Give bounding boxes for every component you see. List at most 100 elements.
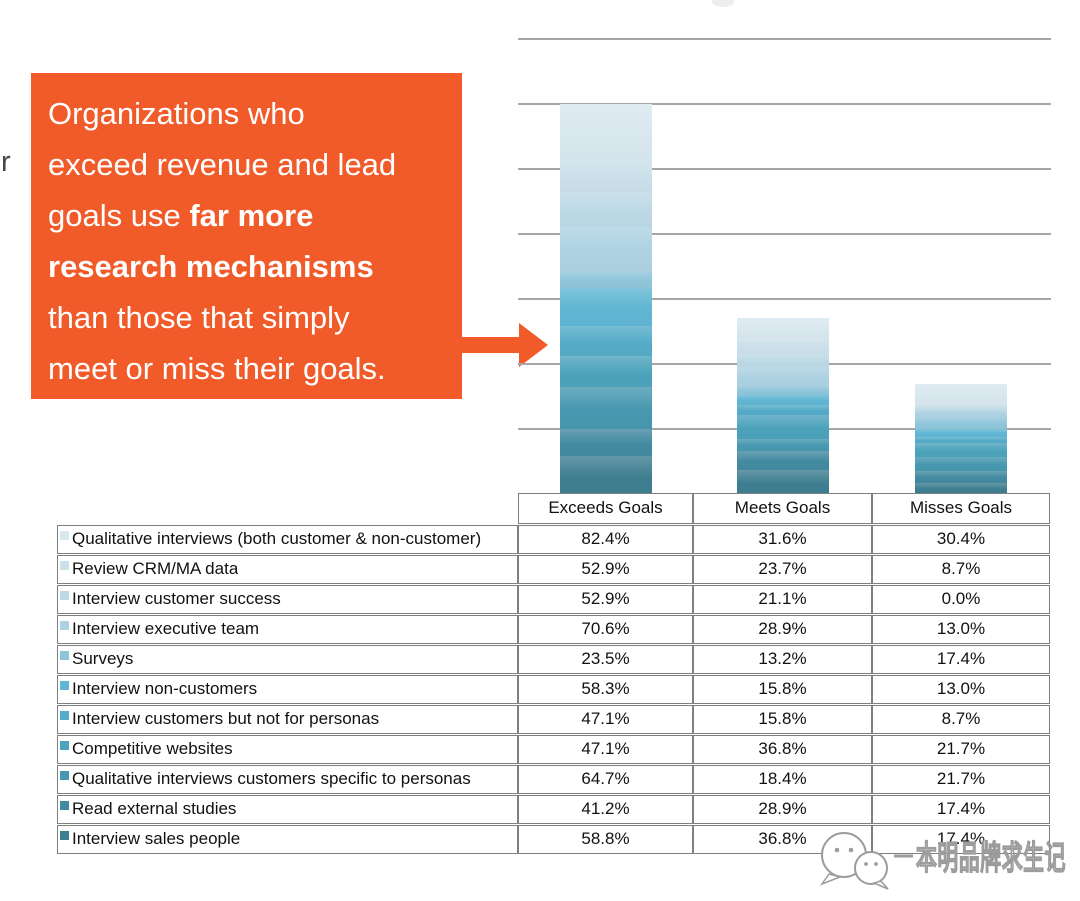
cropped-text-fragment: r (1, 146, 11, 178)
series-swatch (60, 741, 69, 750)
bar-segment (736, 394, 829, 406)
callout-line: Organizations who (48, 88, 462, 139)
value-cell: 52.9% (518, 555, 693, 584)
bar-segment (915, 429, 1007, 438)
row-label: Interview customer success (72, 589, 281, 608)
bar-segment (915, 417, 1007, 430)
bar-segment (736, 317, 829, 339)
value-cell: 21.7% (872, 765, 1050, 794)
row-label: Surveys (72, 649, 134, 668)
callout-bold-text: far more (189, 198, 314, 233)
gridline (518, 298, 1051, 300)
row-label-cell: Interview non-customers (57, 675, 518, 704)
row-label: Interview customers but not for personas (72, 709, 380, 728)
row-label-cell: Interview sales people (57, 825, 518, 854)
series-swatch (60, 831, 69, 840)
value-cell: 8.7% (872, 705, 1050, 734)
bar-meets-goals (736, 317, 829, 494)
row-label-cell: Qualitative interviews (both customer & … (57, 525, 518, 554)
row-label: Interview non-customers (72, 679, 258, 698)
callout-box: Organizations who exceed revenue and lead… (31, 73, 462, 399)
row-label-cell: Surveys (57, 645, 518, 674)
value-cell: 28.9% (693, 795, 872, 824)
bar-segment (915, 471, 1007, 483)
gridline (518, 38, 1051, 40)
value-cell: 17.4% (872, 825, 1050, 854)
value-cell: 58.8% (518, 825, 693, 854)
series-swatch (60, 591, 69, 600)
value-cell: 58.3% (518, 675, 693, 704)
bar-segment (559, 325, 652, 357)
bar-segment (736, 451, 829, 470)
value-cell: 0.0% (872, 585, 1050, 614)
callout-text: than those that simply (48, 300, 350, 335)
value-cell: 15.8% (693, 705, 872, 734)
row-label: Interview executive team (72, 619, 260, 638)
value-cell: 31.6% (693, 525, 872, 554)
value-cell: 82.4% (518, 525, 693, 554)
bar-segment (559, 192, 652, 227)
value-cell: 13.2% (693, 645, 872, 674)
callout-arrow-icon (455, 323, 548, 367)
gridline (518, 168, 1051, 170)
row-label: Competitive websites (72, 739, 233, 758)
value-cell: 13.0% (872, 615, 1050, 644)
bar-segment (559, 455, 652, 494)
cropped-title-fragment (712, 0, 734, 7)
bar-segment (915, 437, 1007, 444)
bar-segment (559, 272, 652, 288)
series-swatch (60, 771, 69, 780)
row-label: Review CRM/MA data (72, 559, 239, 578)
callout-text: goals use (48, 198, 190, 233)
value-cell: 52.9% (518, 585, 693, 614)
callout-line: goals use far more (48, 190, 462, 241)
value-cell: 18.4% (693, 765, 872, 794)
callout-line: than those that simply (48, 292, 462, 343)
bar-segment (736, 338, 829, 354)
callout-line: meet or miss their goals. (48, 343, 462, 394)
bar-segment (559, 226, 652, 273)
bar-segment (736, 367, 829, 387)
callout-text: meet or miss their goals. (48, 351, 386, 386)
bar-segment (736, 386, 829, 395)
value-cell: 8.7% (872, 555, 1050, 584)
value-cell: 17.4% (872, 795, 1050, 824)
series-swatch (60, 651, 69, 660)
wechat-logo-icon (819, 832, 889, 890)
column-header-meets-goals: Meets Goals (693, 493, 872, 524)
value-cell: 36.8% (693, 735, 872, 764)
row-label: Interview sales people (72, 829, 241, 848)
row-label-cell: Interview customer success (57, 585, 518, 614)
bar-segment (915, 482, 1007, 494)
series-swatch (60, 561, 69, 570)
callout-bold-text: research mechanisms (48, 249, 374, 284)
bar-segment (559, 428, 652, 456)
bar-segment (559, 287, 652, 326)
watermark-text: 本明品牌求生记 (916, 839, 1066, 876)
bar-segment (736, 353, 829, 368)
value-cell: 47.1% (518, 705, 693, 734)
row-label-cell: Interview customers but not for personas (57, 705, 518, 734)
bar-segment (559, 356, 652, 387)
bar-segment (915, 443, 1007, 458)
bar-segment (915, 409, 1007, 418)
bar-segment (915, 383, 1007, 404)
value-cell: 28.9% (693, 615, 872, 644)
value-cell: 13.0% (872, 675, 1050, 704)
series-swatch (60, 711, 69, 720)
callout-line: exceed revenue and lead (48, 139, 462, 190)
bar-segment (736, 415, 829, 440)
bar-segment (915, 457, 1007, 472)
gridline (518, 103, 1051, 105)
row-label-cell: Review CRM/MA data (57, 555, 518, 584)
row-label: Qualitative interviews customers specifi… (72, 769, 471, 788)
bar-exceeds-goals (559, 104, 652, 494)
series-swatch (60, 531, 69, 540)
row-label-cell: Competitive websites (57, 735, 518, 764)
watermark: 本明品牌求生记 (819, 832, 1066, 890)
value-cell: 30.4% (872, 525, 1050, 554)
gridline (518, 233, 1051, 235)
row-label-cell: Read external studies (57, 795, 518, 824)
value-cell: 23.7% (693, 555, 872, 584)
value-cell: 21.1% (693, 585, 872, 614)
